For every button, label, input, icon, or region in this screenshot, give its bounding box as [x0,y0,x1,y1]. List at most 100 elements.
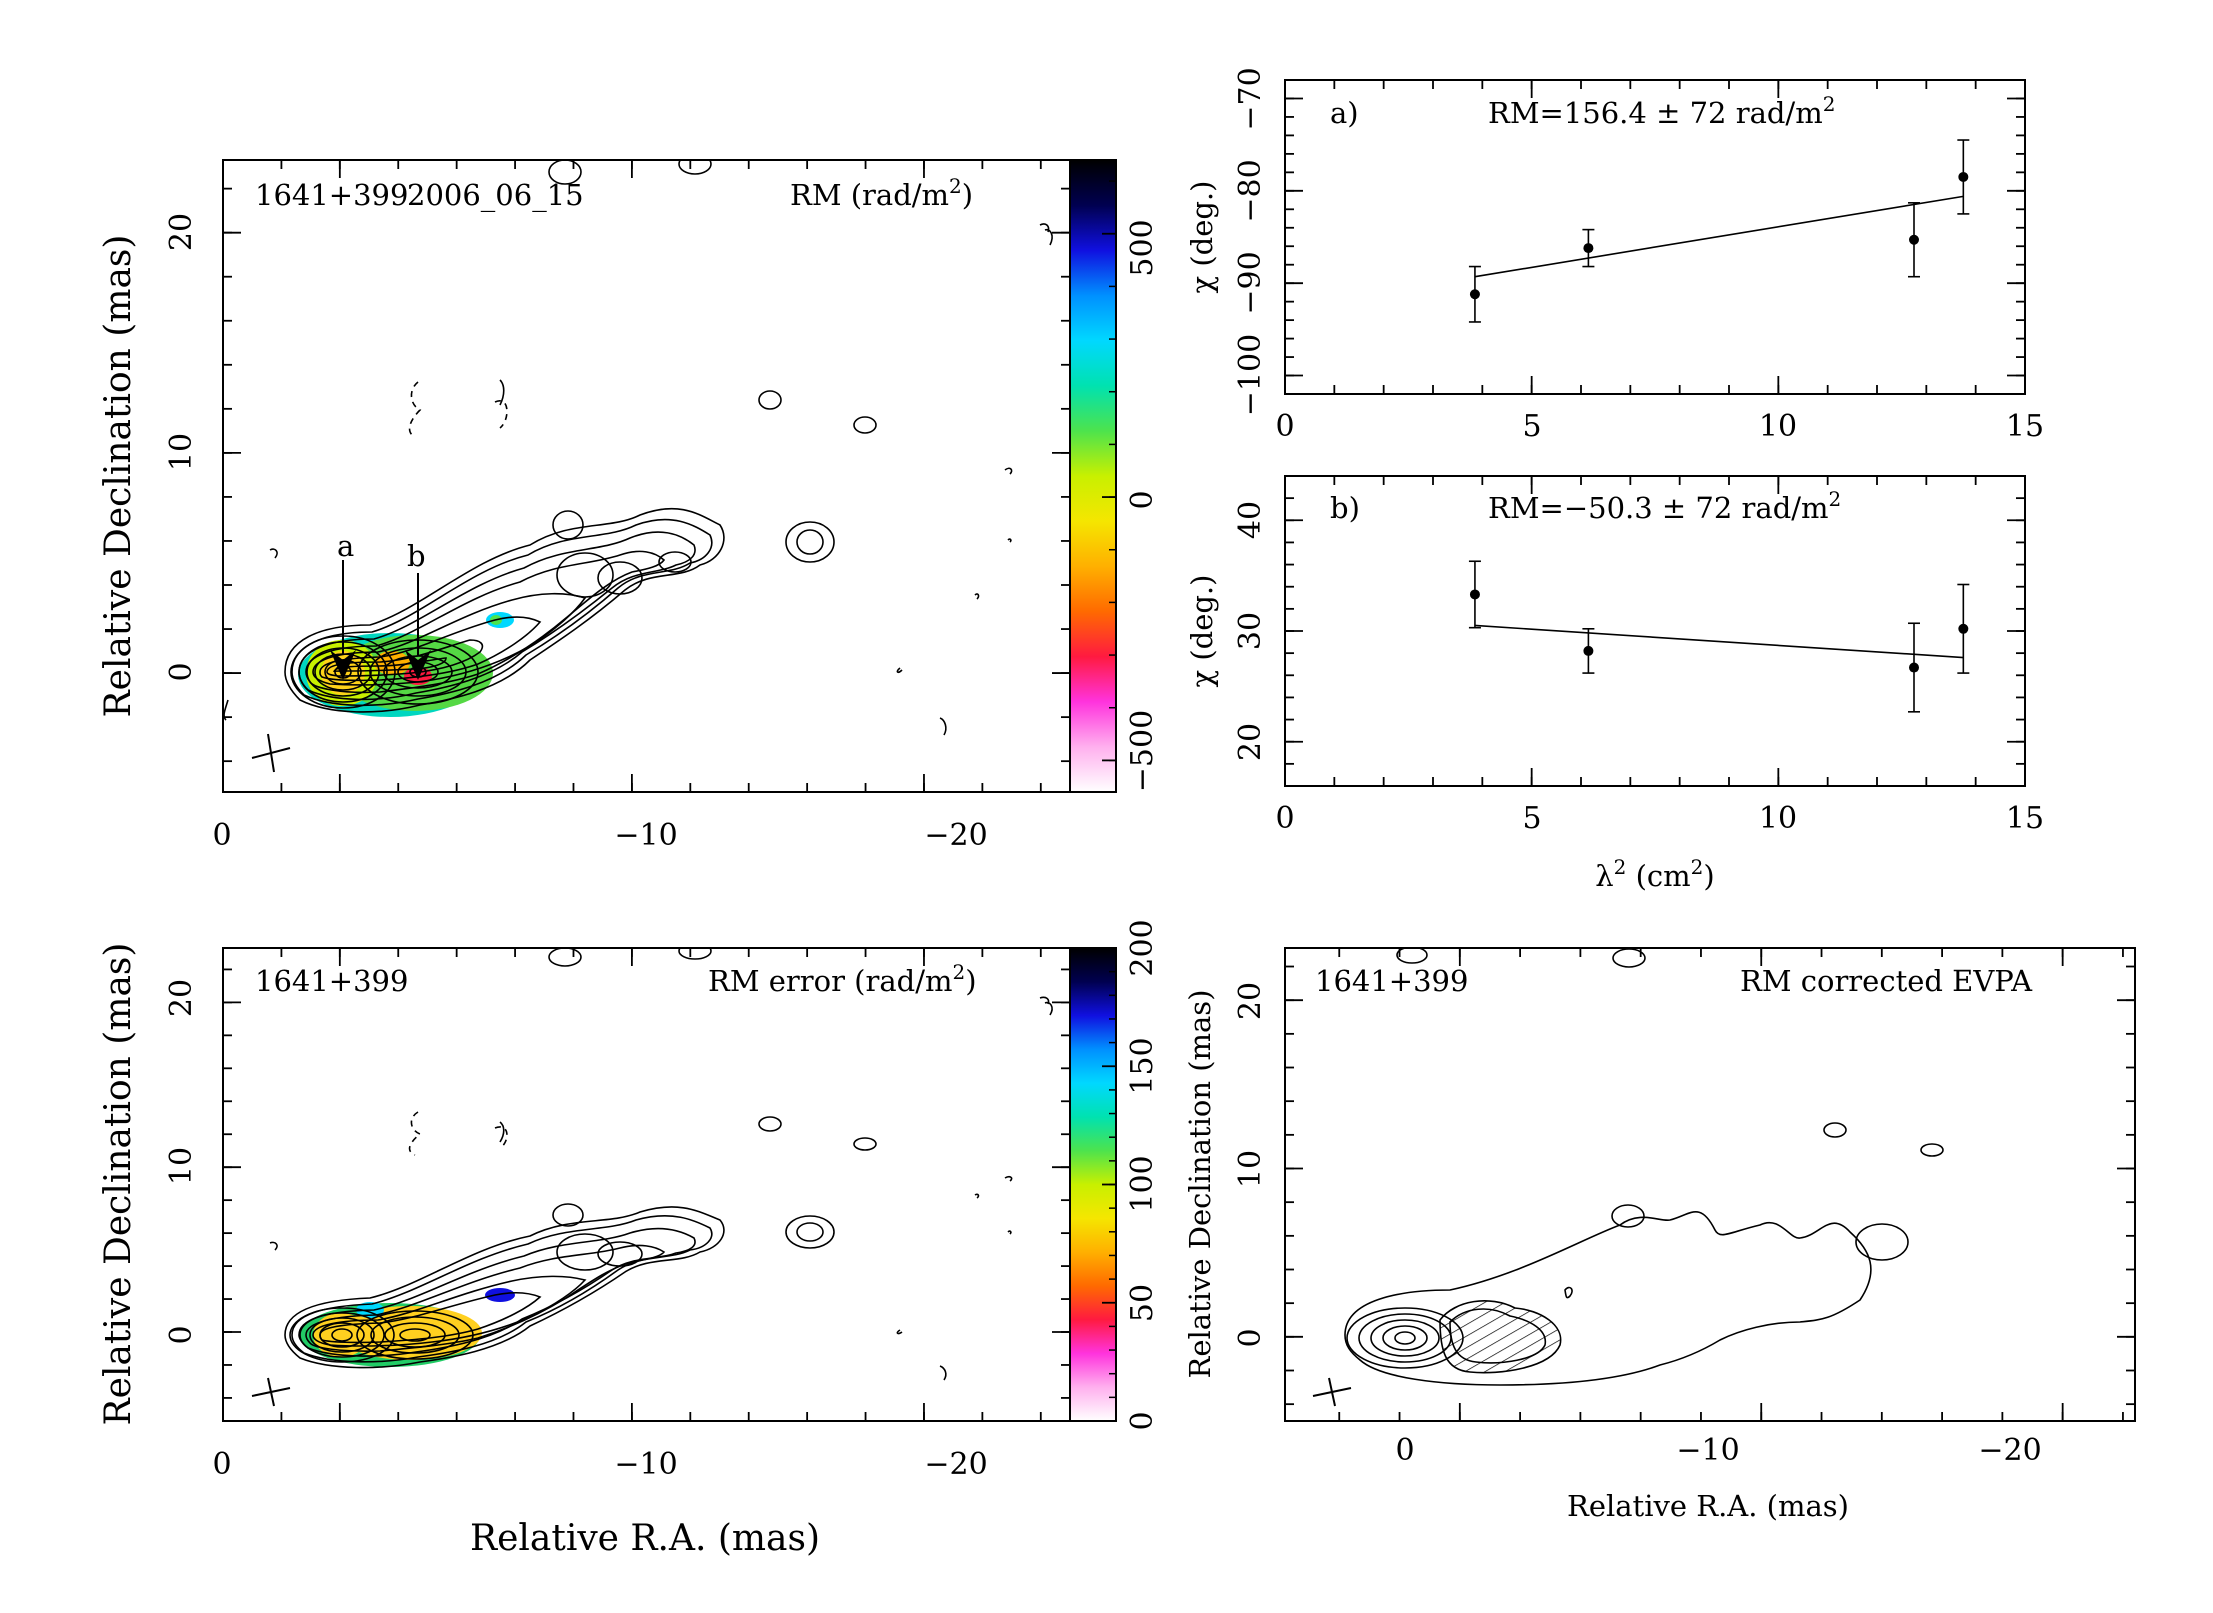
evpa-map-quantity-label: RM corrected EVPA [1740,964,2033,998]
rm-colorbar-tick-1: 0 [1125,490,1160,509]
evpa-map-xtick-2: −20 [1978,1433,2041,1468]
fit-b-marks [1468,560,1970,713]
fit-line [1474,195,1964,278]
err-colorbar-ticks [1102,947,1116,1422]
fit-a-xtick-3: 15 [2006,409,2044,444]
rm-error-map-source-label: 1641+399 [255,964,408,998]
rm-map-epoch-label: 2006_06_15 [407,178,584,213]
err-colorbar-tick-4: 200 [1125,919,1160,976]
fit-a-ylabel: χ (deg.) [1185,181,1219,294]
evpa-map-ytick-1: 10 [1233,1150,1268,1188]
rm-marker-b-label: b [407,539,426,573]
rm-colorbar-tick-2: 500 [1125,219,1160,276]
evpa-beam-cross [1312,1377,1352,1407]
fit-a-label: a) [1330,96,1359,130]
evpa-map-ytick-0: 0 [1233,1328,1268,1347]
data-point [1583,645,1594,656]
fit-a-ytick-2: −80 [1233,159,1268,222]
err-colorbar-tick-1: 50 [1125,1284,1160,1322]
evpa-map-xlabel: Relative R.A. (mas) [1567,1489,1849,1523]
fit-b-ytick-1: 30 [1233,612,1268,650]
fit-b-xtick-2: 10 [1759,801,1797,836]
fit-b-rm-text: RM=−50.3 ± 72 rad/m2 [1488,487,1841,525]
err-colorbar-tick-3: 150 [1125,1037,1160,1094]
rm-colorbar-tick-0: −500 [1125,710,1160,792]
data-point [1469,289,1480,300]
data-point [1958,171,1969,182]
evpa-map-source-label: 1641+399 [1315,964,1468,998]
rm-error-map-xlabel: Relative R.A. (mas) [470,1518,820,1559]
fit-a-xtick-1: 5 [1522,409,1541,444]
rm-map-xtick-0: 0 [212,818,231,853]
rm-marker-b: b [405,539,431,680]
fit-a-frame [1284,79,2026,395]
rm-map-source-label: 1641+399 [255,178,408,212]
data-point [1469,589,1480,600]
data-point [1958,623,1969,634]
evpa-map-ytick-2: 20 [1233,982,1268,1020]
fit-b-xtick-1: 5 [1522,801,1541,836]
rm-error-map-xtick-2: −20 [924,1447,987,1482]
fit-a-rm-text: RM=156.4 ± 72 rad/m2 [1488,92,1835,130]
rm-error-map-panel: 1641+399 RM error (rad/m2) 0 −10 −20 0 1… [98,919,1160,1559]
rm-marker-a-label: a [337,529,354,563]
fit-b-ytick-0: 20 [1233,723,1268,761]
rm-map-panel: a b 1641+399 2006_06_15 RM (rad/m2) 0 −1… [98,159,1160,853]
rm-map-ytick-0: 0 [164,662,199,681]
rm-error-map-xtick-0: 0 [212,1447,231,1482]
fit-a-panel: a) RM=156.4 ± 72 rad/m2 0 5 10 15 −100 −… [1185,67,2044,444]
err-intensity-contours [269,948,1053,1381]
evpa-map-ticks [1285,948,2135,1421]
rm-colorbar-frame [1069,159,1117,793]
fit-a-ytick-3: −70 [1233,67,1268,130]
evpa-map-panel: 1641+399 RM corrected EVPA 0 −10 −20 0 1… [1183,947,2136,1523]
rm-negative-contours [408,381,508,438]
rm-map-ytick-2: 20 [164,213,199,251]
err-color-knot [485,1288,515,1302]
fit-a-marks [1468,139,1970,323]
fit-b-ytick-2: 40 [1233,501,1268,539]
rm-map-ylabel: Relative Declination (mas) [98,235,139,718]
fit-b-panel: b) RM=−50.3 ± 72 rad/m2 0 5 10 15 20 30 … [1185,475,2044,893]
rm-marker-a: a [330,529,356,680]
rm-map-ytick-1: 10 [164,433,199,471]
evpa-map-ylabel: Relative Declination (mas) [1183,989,1217,1378]
err-beam-cross [251,1377,291,1407]
evpa-map-frame [1284,947,2136,1422]
err-colorbar-tick-2: 100 [1125,1155,1160,1212]
rm-map-xtick-2: −20 [924,818,987,853]
rm-error-map-ytick-0: 0 [164,1325,199,1344]
fit-b-xtick-0: 0 [1275,801,1294,836]
evpa-map-xtick-1: −10 [1676,1433,1739,1468]
fit-a-ytick-1: −90 [1233,251,1268,314]
evpa-map-xtick-0: 0 [1395,1433,1414,1468]
rm-map-xtick-1: −10 [614,818,677,853]
data-point [1909,662,1919,673]
fit-a-xtick-0: 0 [1275,409,1294,444]
fit-b-ylabel: χ (deg.) [1185,575,1219,688]
evpa-vectors [1440,1300,1561,1373]
fit-a-xtick-2: 10 [1759,409,1797,444]
rm-map-ticks [223,160,1070,792]
rm-error-map-ticks [223,948,1070,1421]
data-point [1583,243,1594,254]
err-negative-contours [408,1111,508,1156]
fit-a-ticks [1284,80,2026,394]
fit-a-ytick-0: −100 [1233,334,1268,416]
rm-error-map-ylabel: Relative Declination (mas) [98,943,139,1426]
rm-map-quantity-label: RM (rad/m2) [790,174,973,212]
fit-line [1474,624,1964,659]
rm-beam-cross [251,733,291,773]
fit-b-ticks [1284,475,2026,786]
rm-colorbar [1070,160,1116,792]
fit-b-label: b) [1330,491,1360,525]
rm-intensity-contours [223,160,1053,736]
rm-colorbar-ticks [1102,180,1116,762]
err-colorbar-tick-0: 0 [1125,1411,1160,1430]
evpa-intensity-contours [1344,948,1944,1386]
rm-error-map-ytick-1: 10 [164,1147,199,1185]
rm-error-map-ytick-2: 20 [164,979,199,1017]
data-point [1909,234,1919,245]
rm-error-map-quantity-label: RM error (rad/m2) [708,960,977,998]
